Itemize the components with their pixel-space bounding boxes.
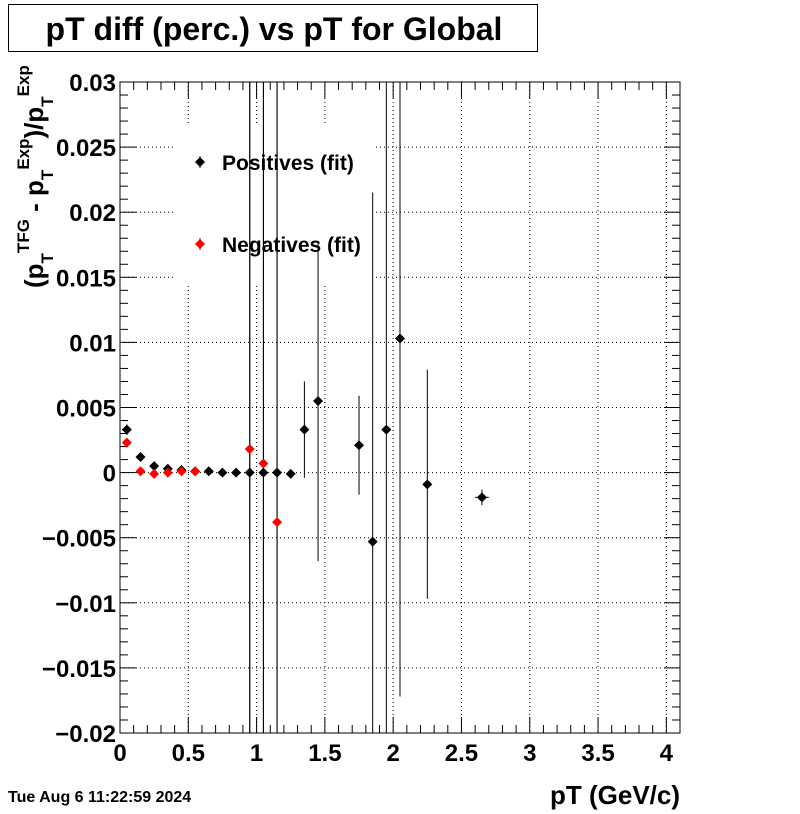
legend-label: Positives (fit) [222,152,354,175]
data-point [149,468,160,479]
data-point [381,424,392,435]
y-tick-label: −0.01 [55,591,116,618]
x-tick-label: 4 [660,740,674,767]
y-axis-label: (pTTFG - pTExp)/pTExp [14,65,57,288]
x-tick-label: 3 [523,740,536,767]
data-point [162,467,173,478]
y-tick-label: 0.005 [56,396,116,423]
data-point [203,466,214,477]
legend-box [176,125,376,283]
data-point [149,461,160,472]
data-point [121,437,132,448]
data-point [367,536,378,547]
data-point [135,466,146,477]
data-point [135,451,146,462]
y-tick-label: 0.025 [56,135,116,162]
x-tick-label: 1.5 [308,740,341,767]
legend-marker [195,239,205,249]
y-tick-label: 0 [103,461,116,488]
x-tick-label: 2 [386,740,399,767]
x-tick-label: 3.5 [581,740,614,767]
data-point [299,424,310,435]
data-point [422,479,433,490]
data-point [231,467,242,478]
y-axis-label-text: (pTTFG - pTExp)/pTExp [14,65,57,288]
data-point [395,333,405,344]
y-tick-label: 0.02 [69,200,116,227]
data-point [313,395,324,406]
y-tick-label: −0.02 [55,721,116,748]
x-tick-label: 2.5 [445,740,478,767]
data-point [258,458,269,469]
legend-marker [195,157,205,167]
data-point [476,492,487,503]
timestamp: Tue Aug 6 11:22:59 2024 [8,789,192,806]
data-point [176,466,187,477]
x-tick-label: 0 [113,740,126,767]
x-axis-label: pT (GeV/c) [549,780,680,810]
data-point [190,466,201,477]
y-tick-label: 0.03 [69,70,116,97]
data-point [285,468,296,479]
x-tick-label: 0.5 [172,740,205,767]
y-tick-label: −0.015 [42,656,116,683]
y-tick-label: −0.005 [42,526,116,553]
x-tick-label: 1 [250,740,263,767]
data-point [121,424,132,435]
chart-title: pT diff (perc.) vs pT for Global [45,11,503,47]
legend-label: Negatives (fit) [222,234,361,257]
y-tick-label: 0.01 [69,330,116,357]
data-point [354,440,365,451]
title-box: pT diff (perc.) vs pT for Global [8,4,538,52]
data-point [244,444,255,455]
y-tick-label: 0.015 [56,265,116,292]
data-point [217,467,228,478]
data-point [272,517,283,528]
